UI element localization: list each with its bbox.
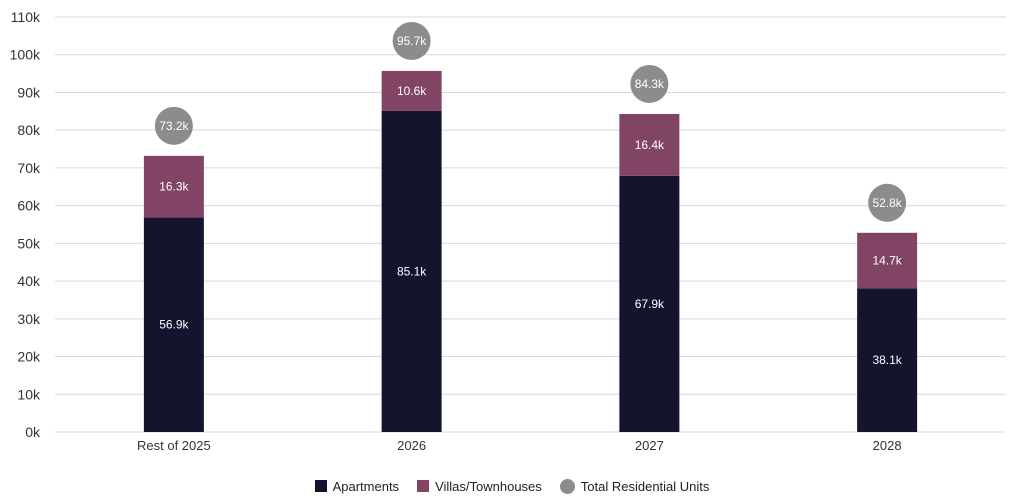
total-label: 84.3k (635, 77, 665, 91)
data-label-apartments: 56.9k (159, 318, 189, 332)
y-tick-label: 40k (17, 273, 41, 289)
legend-item-total-residential-units: Total Residential Units (559, 478, 710, 494)
x-axis-labels: Rest of 2025 2026 2027 2028 (137, 438, 902, 453)
bar-villas-townhouses (381, 70, 442, 111)
legend-item-apartments: Apartments (314, 478, 400, 494)
data-label-villas-townhouses: 14.7k (872, 254, 902, 268)
bar-apartments (857, 288, 918, 432)
legend-label-total-residential-units: Total Residential Units (580, 478, 710, 494)
legend-label-villas-townhouses: Villas/Townhouses (435, 478, 542, 494)
legend-item-villas-townhouses: Villas/Townhouses (417, 479, 542, 494)
bar-apartments (381, 110, 442, 432)
legend: Apartments Villas/Townhouses Total Resid… (0, 476, 1024, 496)
x-tick-label: 2026 (397, 438, 426, 453)
total-bubble (630, 64, 669, 103)
bar-apartments (619, 175, 680, 432)
data-label-villas-townhouses: 16.4k (635, 138, 665, 152)
y-tick-label: 0k (25, 424, 41, 440)
data-label-apartments: 67.9k (635, 297, 665, 311)
y-tick-label: 90k (17, 84, 41, 100)
data-label-villas-townhouses: 16.3k (159, 180, 189, 194)
total-bubble (868, 183, 907, 222)
x-tick-label: Rest of 2025 (137, 438, 211, 453)
y-tick-label: 80k (17, 122, 41, 138)
total-label: 52.8k (872, 196, 902, 210)
gridlines (55, 16, 1006, 433)
total-bubble (154, 106, 193, 145)
legend-label-apartments: Apartments (332, 478, 400, 494)
bar-villas-townhouses (857, 232, 918, 289)
bar-villas-townhouses (143, 155, 204, 218)
y-tick-label: 70k (17, 160, 41, 176)
stacked-bar-chart: 0k 10k 20k 30k 40k 50k 60k 70k 80k 90k 100k 110k 56… (10, 9, 1006, 453)
y-tick-label: 110k (11, 9, 41, 25)
legend-swatch-villas-townhouses (417, 480, 430, 492)
legend-swatch-total-residential-units (559, 478, 575, 494)
y-tick-label: 20k (17, 349, 41, 365)
y-axis-ticks: 0k 10k 20k 30k 40k 50k 60k 70k 80k 90k 100k 110k (10, 9, 41, 440)
data-label-apartments: 85.1k (397, 264, 427, 278)
legend-swatch-apartments (314, 480, 327, 492)
x-tick-label: 2027 (635, 438, 664, 453)
total-bubbles: 73.2k 95.7k 84.3k 52.8k (154, 21, 907, 222)
y-tick-label: 50k (17, 235, 41, 251)
bar-apartments (143, 217, 204, 432)
total-label: 95.7k (397, 34, 427, 48)
bars: 56.9k 16.3k 85.1k 10.6k 67.9k 16.4k 38.1k 14.7k (143, 70, 918, 432)
x-tick-label: 2028 (873, 438, 902, 453)
y-tick-label: 10k (17, 386, 41, 402)
total-bubble (392, 21, 431, 60)
data-label-apartments: 38.1k (872, 353, 902, 367)
y-tick-label: 60k (17, 198, 41, 214)
y-tick-label: 100k (10, 47, 41, 63)
bar-villas-townhouses (619, 113, 680, 176)
data-label-villas-townhouses: 10.6k (397, 84, 427, 98)
y-tick-label: 30k (17, 311, 41, 327)
total-label: 73.2k (159, 119, 189, 133)
